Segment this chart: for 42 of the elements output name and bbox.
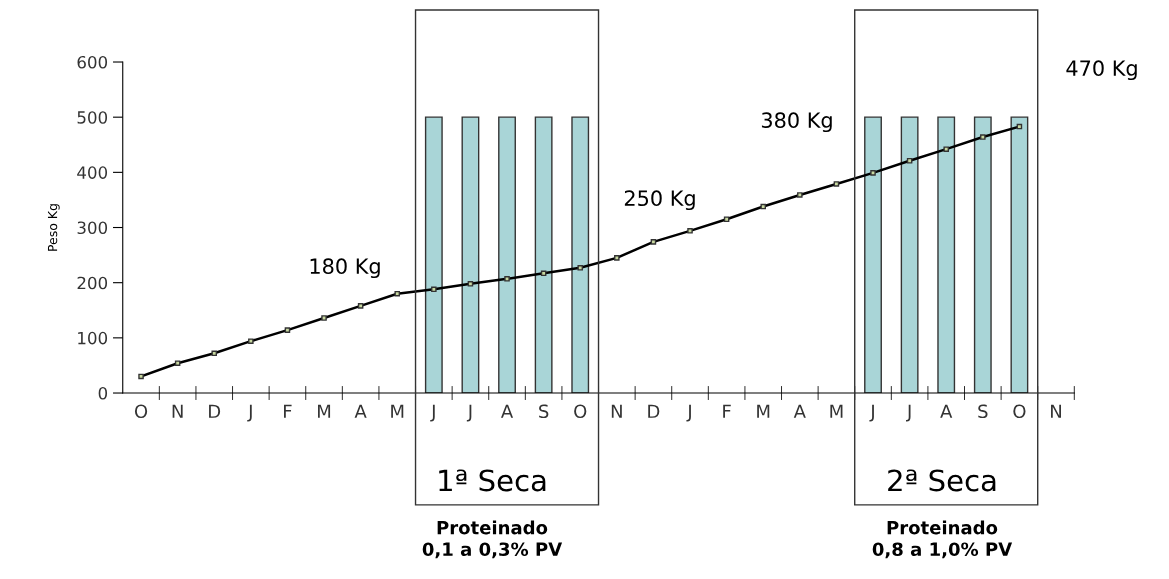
x-tick-label: N bbox=[172, 404, 183, 418]
x-tick-label: D bbox=[209, 404, 221, 418]
y-axis-title: Peso Kg bbox=[47, 204, 60, 251]
x-tick-label: S bbox=[978, 404, 988, 419]
x-tick-label: M bbox=[757, 404, 770, 418]
text: 2ª Seca bbox=[888, 469, 996, 492]
x-tick-label: M bbox=[318, 404, 331, 418]
x-tick-label: F bbox=[723, 404, 731, 418]
x-tick-label: D bbox=[648, 404, 660, 418]
x-tick-label: J bbox=[869, 404, 874, 422]
x-tick-label: F bbox=[284, 404, 292, 418]
annotation: 380 Kg bbox=[761, 112, 832, 133]
x-tick-label: O bbox=[574, 404, 587, 419]
x-tick-label: M bbox=[391, 404, 404, 418]
y-tick-label: 200 bbox=[77, 276, 108, 290]
x-tick-label: A bbox=[940, 404, 953, 418]
x-tick-label: J bbox=[466, 404, 472, 422]
y-tick-label: 100 bbox=[78, 331, 108, 345]
text: Proteinado 0,1 a 0,3% PV bbox=[422, 520, 563, 559]
x-tick-label: M bbox=[830, 404, 843, 418]
x-tick-label: S bbox=[539, 404, 549, 419]
x-tick-label: J bbox=[247, 404, 252, 422]
x-tick-label: A bbox=[501, 404, 514, 418]
x-tick-label: A bbox=[793, 404, 806, 418]
annotation: 250 Kg bbox=[624, 190, 695, 211]
y-tick-label: 400 bbox=[77, 166, 108, 179]
annotation: 180 Kg bbox=[310, 258, 380, 279]
x-tick-label: O bbox=[1013, 404, 1026, 419]
x-tick-label: J bbox=[686, 404, 691, 422]
x-tick-label: O bbox=[134, 404, 148, 419]
y-tick-label: 600 bbox=[77, 55, 108, 69]
x-tick-label: J bbox=[906, 404, 911, 422]
x-tick-label: N bbox=[1051, 404, 1061, 418]
x-tick-label: J bbox=[430, 404, 435, 422]
x-tick-label: A bbox=[354, 404, 367, 418]
x-tick-label: N bbox=[611, 404, 622, 418]
y-tick-label: 0 bbox=[98, 386, 108, 400]
y-tick-label: 500 bbox=[77, 111, 108, 124]
y-tick-label: 300 bbox=[77, 221, 108, 235]
annotation: 470 Kg bbox=[1066, 60, 1137, 81]
text: Proteinado 0,8 a 1,0% PV bbox=[872, 520, 1013, 559]
text: 1ª Seca bbox=[439, 469, 546, 492]
